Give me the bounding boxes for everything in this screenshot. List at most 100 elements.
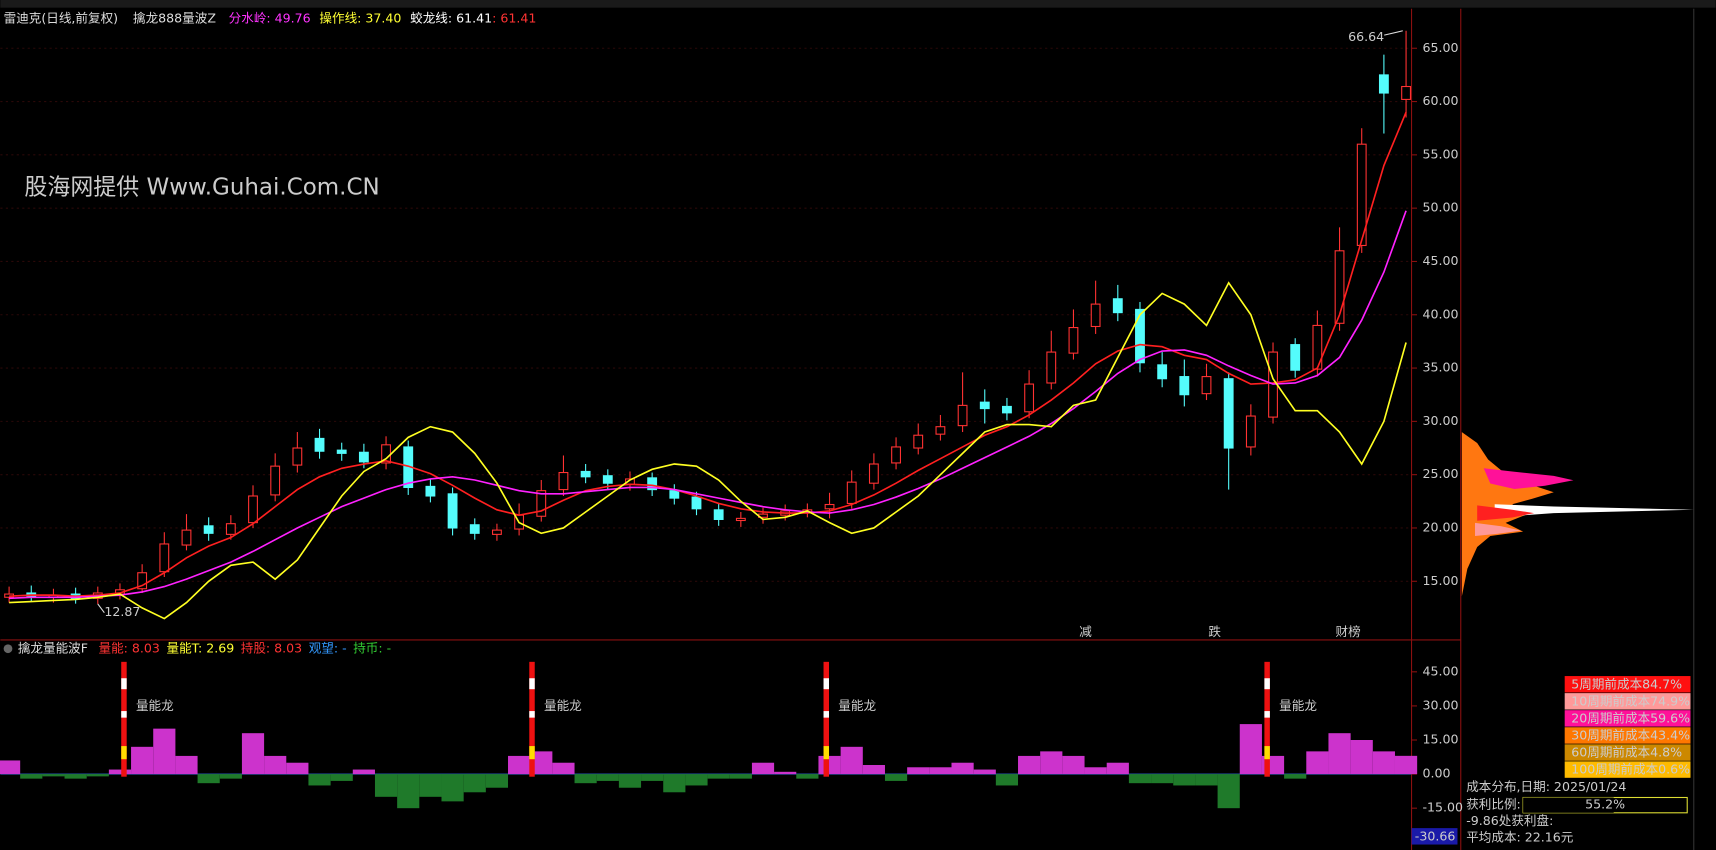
max-pointer [1384, 30, 1403, 36]
candle-body [1378, 74, 1389, 94]
volume-area [1306, 751, 1329, 775]
volume-area [397, 774, 420, 809]
volume-area [131, 746, 154, 775]
signal-label: 量能龙 [838, 698, 876, 713]
profit-label: 获利比例: [1466, 797, 1521, 812]
candle-body [868, 463, 879, 484]
volume-area [1106, 762, 1129, 775]
candle-body [957, 404, 968, 427]
candle-body [1356, 143, 1367, 247]
candle-body [1046, 351, 1057, 384]
signal-rocket [529, 661, 535, 777]
candle-body [336, 449, 347, 454]
candle-body [1157, 364, 1168, 380]
candle-body [1024, 383, 1035, 413]
volume-area [1084, 767, 1107, 775]
volume-area [1062, 755, 1085, 775]
volume-area [108, 769, 132, 775]
volume-area [840, 746, 863, 775]
chip-area [1494, 504, 1694, 518]
profit-line: -9.86处获利盘: [1466, 813, 1553, 828]
y-tick-label: -15.00 [1422, 800, 1463, 815]
cost-row-bg [1564, 676, 1691, 693]
cost-row: 5周期前成本84.7% [1571, 676, 1682, 691]
volume-area [42, 774, 65, 777]
candle-body [580, 470, 591, 478]
sub-item: 量能: 8.03 [99, 640, 160, 655]
y-tick-label: 55.00 [1422, 146, 1458, 161]
volume-area [352, 769, 375, 775]
cost-row-bg [1564, 710, 1691, 727]
volume-area [1151, 774, 1174, 784]
volume-area [995, 774, 1019, 786]
candle-body [1068, 327, 1079, 354]
candle-body [536, 490, 547, 517]
y-tick-label: 50.00 [1422, 200, 1458, 215]
collapse-icon[interactable] [3, 644, 13, 654]
signal-rocket [121, 661, 127, 777]
signal-rocket-band [823, 711, 830, 718]
signal-rocket-base [823, 746, 830, 760]
signal-rocket-base [121, 746, 127, 760]
y-tick-label: 25.00 [1422, 466, 1458, 481]
volume-area [86, 774, 109, 777]
volume-area [441, 774, 464, 802]
sub-item: 观望: - [309, 640, 347, 655]
y-tick-label: 35.00 [1422, 360, 1458, 375]
signal-rocket-band [1264, 711, 1270, 718]
candle-body [1334, 250, 1345, 324]
volume-area [663, 774, 686, 793]
candle-body [1245, 415, 1256, 448]
volume-area [175, 755, 198, 775]
volume-area [751, 762, 775, 775]
volume-area [0, 760, 21, 775]
y-tick-label: 0.00 [1422, 766, 1450, 781]
candle-body [492, 529, 502, 535]
y-tick-label: 30.00 [1422, 413, 1458, 428]
candle-body [270, 465, 281, 496]
cost-row-bg [1564, 727, 1691, 744]
volume-area [1173, 774, 1196, 786]
profit-ratio: 55.2% [1585, 797, 1625, 812]
candle-body [248, 495, 258, 524]
volume-area [219, 774, 242, 779]
cost-row: 10周期前成本74.9% [1571, 693, 1690, 708]
volume-area [1040, 751, 1063, 775]
volume-area [796, 774, 819, 779]
event-marker: 跌 [1208, 624, 1221, 639]
min-pointer [97, 603, 105, 614]
header-item: 分水岭: 49.76 [229, 10, 311, 25]
volume-area [64, 774, 87, 779]
axis-box-label: -30.66 [1415, 828, 1456, 843]
volume-area [20, 774, 43, 779]
cost-date: 成本分布,日期: 2025/01/24 [1466, 779, 1626, 794]
max-label: 66.64 [1348, 29, 1384, 44]
y-tick-label: 45.00 [1422, 253, 1458, 268]
y-tick-label: 15.00 [1422, 732, 1458, 747]
y-tick-label: 20.00 [1422, 519, 1458, 534]
sub-item: 持币: - [353, 640, 391, 655]
candle-body [1290, 344, 1301, 371]
volume-area [1217, 774, 1240, 809]
candle-body [824, 503, 835, 510]
signal-rocket-band [529, 711, 535, 718]
candle-body [979, 401, 990, 410]
volume-area [1195, 774, 1218, 786]
volume-area [1350, 740, 1373, 775]
candle-body [1201, 376, 1212, 395]
volume-area [552, 762, 575, 775]
volume-area [707, 774, 730, 779]
event-marker: 减 [1079, 624, 1092, 639]
candle-body [558, 471, 569, 491]
volume-area [1328, 733, 1351, 775]
signal-label: 量能龙 [544, 698, 582, 713]
candle-body [137, 572, 148, 590]
cost-row: 60周期前成本4.8% [1571, 745, 1682, 760]
volume-area [574, 774, 597, 784]
cost-row: 20周期前成本59.6% [1571, 710, 1690, 725]
signal-label: 量能龙 [1279, 698, 1317, 713]
signal-rocket-band [823, 678, 830, 690]
y-tick-label: 60.00 [1422, 93, 1458, 108]
volume-area [374, 774, 398, 797]
